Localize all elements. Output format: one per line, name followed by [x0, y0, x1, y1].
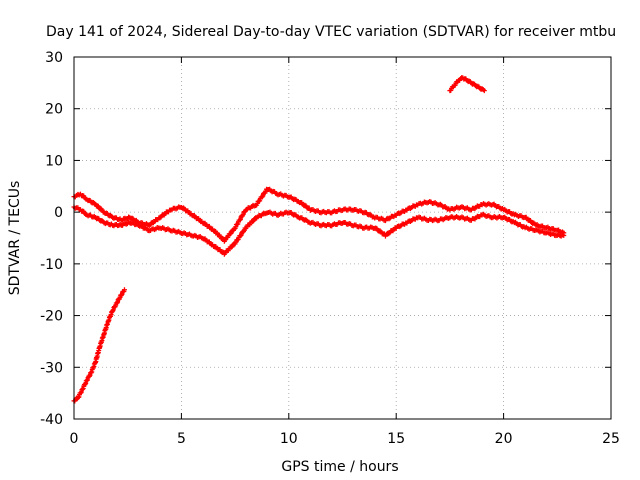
plot-frame	[73, 56, 612, 420]
data-point	[561, 232, 567, 238]
y-tick-label: 0	[54, 205, 63, 221]
data-point	[481, 88, 487, 94]
y-tick-label: 10	[45, 153, 63, 169]
series-upper-arc	[447, 75, 487, 94]
x-tick-label: 10	[280, 431, 298, 447]
y-axis-label: SDTVAR / TECUs	[7, 181, 23, 296]
tick-layer: 0 5 10 15 20 25 -40 -30 -20 -10 0 10 20 30	[40, 50, 620, 447]
data-point	[237, 216, 243, 222]
data-point	[250, 219, 256, 224]
data-point	[121, 287, 127, 293]
grid	[74, 57, 611, 419]
x-tick-label: 0	[70, 431, 79, 447]
x-tick-label: 20	[495, 431, 513, 447]
data-point	[237, 233, 243, 239]
data-point	[237, 217, 243, 223]
series-steep-rise	[71, 287, 127, 404]
x-axis-label: GPS time / hours	[281, 459, 398, 475]
series-main-band-lower	[71, 204, 567, 257]
x-tick-label: 5	[177, 431, 186, 447]
data-point	[259, 194, 265, 200]
x-tick-label: 15	[387, 431, 405, 447]
y-tick-label: 30	[45, 50, 63, 66]
data-layer	[71, 75, 567, 404]
series-main-band-upper	[71, 186, 567, 244]
y-tick-label: -30	[40, 360, 63, 376]
x-tick-label: 25	[602, 431, 620, 447]
chart-title: Day 141 of 2024, Sidereal Day-to-day VTE…	[46, 24, 616, 40]
y-tick-label: 20	[45, 102, 63, 118]
y-tick-label: -40	[40, 412, 63, 428]
y-tick-label: -20	[40, 309, 63, 325]
y-tick-label: -10	[40, 257, 63, 273]
